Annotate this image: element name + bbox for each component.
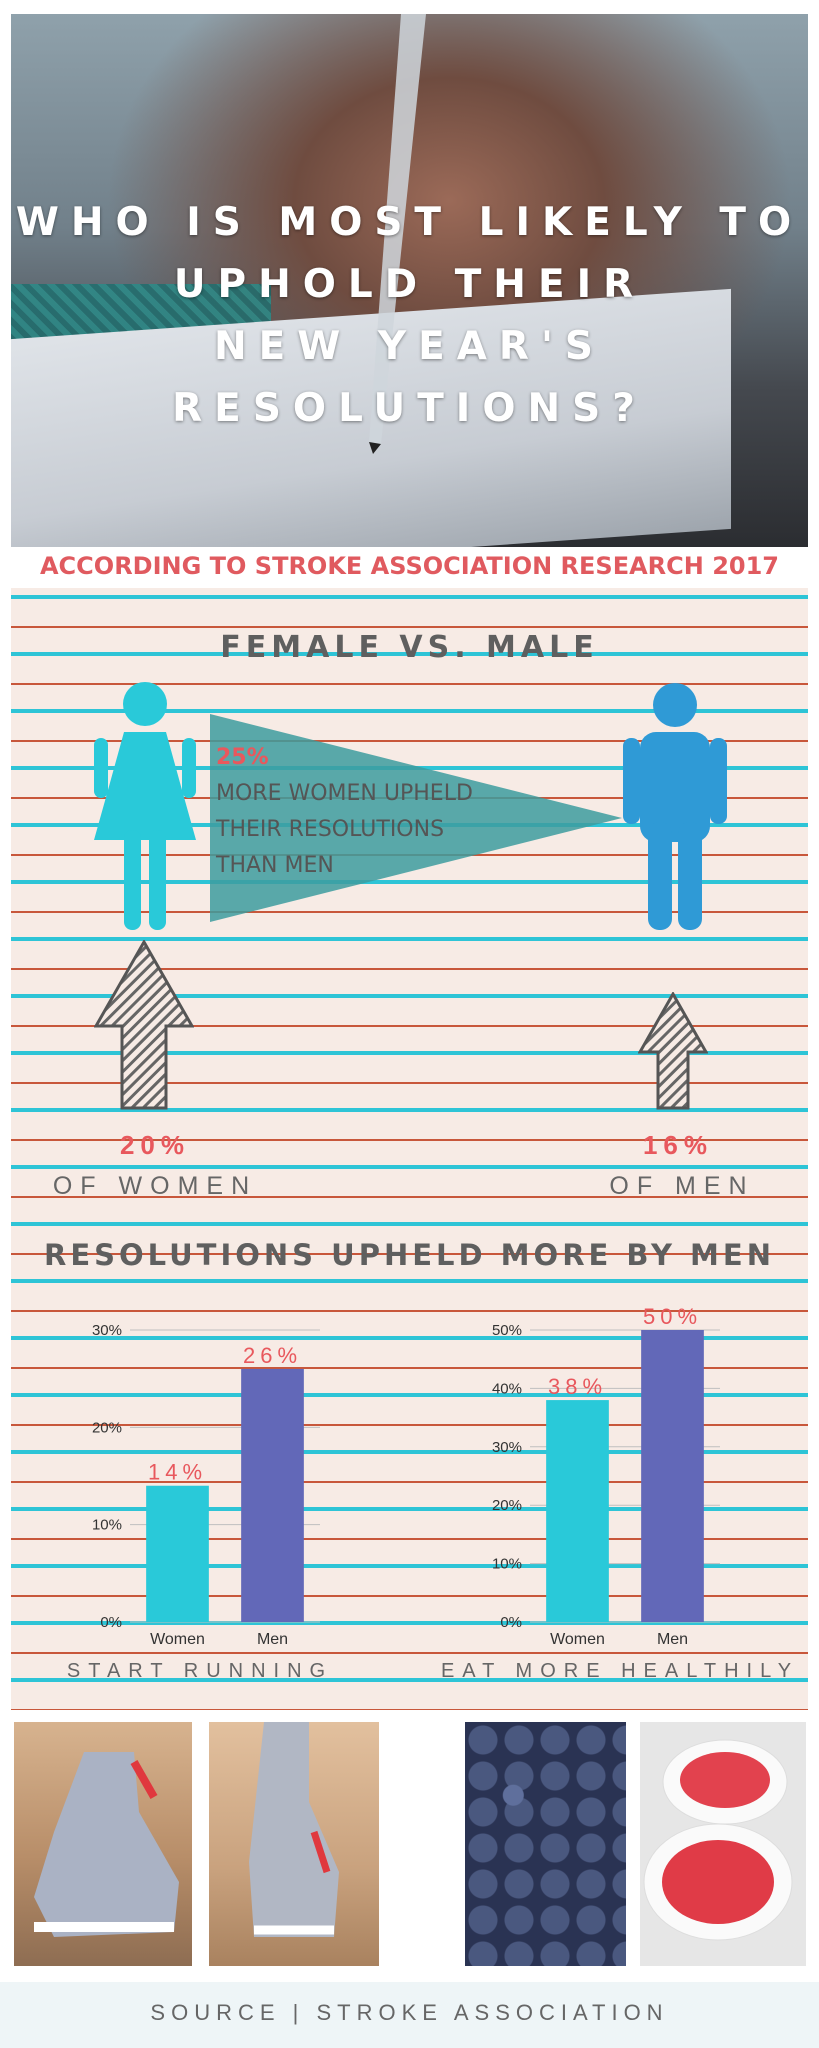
highlight-percent: 25% <box>216 745 269 770</box>
y-tick-label: 30% <box>492 1439 522 1456</box>
men-label: OF MEN <box>609 1172 755 1200</box>
source-label: SOURCE | STROKE ASSOCIATION <box>150 2000 669 2025</box>
highlight-text: 25% MORE WOMEN UPHELD THEIR RESOLUTIONS … <box>216 740 473 884</box>
hero-photo: WHO IS MOST LIKELY TO UPHOLD THEIR NEW Y… <box>11 14 808 547</box>
pen-illustration <box>369 14 426 454</box>
x-tick-label: Men <box>257 1631 288 1648</box>
sneaker-icon <box>34 1752 179 1937</box>
highlight-line-2: THEIR RESOLUTIONS <box>216 817 445 842</box>
y-tick-label: 30% <box>92 1322 122 1339</box>
research-subtitle: ACCORDING TO STROKE ASSOCIATION RESEARCH… <box>39 552 780 580</box>
x-tick-label: Women <box>550 1631 605 1648</box>
sneaker-photo-1 <box>14 1722 192 1966</box>
men-arrow-icon <box>638 992 708 1110</box>
bar-women <box>146 1485 209 1622</box>
data-label: 14% <box>148 1460 207 1485</box>
hero-title: WHO IS MOST LIKELY TO UPHOLD THEIR NEW Y… <box>11 192 808 440</box>
x-tick-label: Men <box>657 1631 688 1648</box>
y-tick-label: 20% <box>492 1497 522 1514</box>
blueberries-photo <box>465 1722 626 1966</box>
data-label: 26% <box>243 1343 302 1368</box>
watermelon-bowls-icon <box>643 1739 793 1941</box>
y-tick-label: 20% <box>92 1419 122 1436</box>
highlight-line-3: THAN MEN <box>216 853 334 878</box>
running-chart-title: START RUNNING <box>66 1660 334 1682</box>
hero-title-line-2: UPHOLD THEIR <box>173 262 646 307</box>
data-label: 38% <box>548 1374 607 1399</box>
footer: SOURCE | STROKE ASSOCIATION <box>0 1982 819 2048</box>
y-tick-label: 50% <box>492 1322 522 1339</box>
women-label: OF WOMEN <box>52 1172 258 1200</box>
x-tick-label: Women <box>150 1631 205 1648</box>
hero-title-line-1: WHO IS MOST LIKELY TO <box>15 200 804 245</box>
y-tick-label: 0% <box>500 1614 522 1631</box>
healthy-chart-title: EAT MORE HEALTHILY <box>440 1660 800 1682</box>
sneaker-icon-2 <box>249 1722 339 1937</box>
watermelon-photo <box>640 1722 806 1966</box>
data-label: 50% <box>643 1304 702 1329</box>
y-tick-label: 10% <box>92 1517 122 1534</box>
bar-women <box>546 1400 609 1622</box>
woman-icon <box>94 682 196 930</box>
highlight-line-1: MORE WOMEN UPHELD <box>216 781 473 806</box>
y-tick-label: 0% <box>100 1614 122 1631</box>
bar-men <box>641 1330 704 1622</box>
comparison-heading: FEMALE VS. MALE <box>220 630 599 665</box>
man-icon <box>623 683 727 930</box>
healthy-eating-chart: 0% 10% 20% 30% 40% 50% 38% Women 50% Men <box>492 1304 720 1648</box>
running-chart: 0% 10% 20% 30% 14% Women 26% Men <box>92 1322 320 1648</box>
y-tick-label: 40% <box>492 1380 522 1397</box>
women-percent: 20% <box>119 1130 191 1160</box>
women-arrow-icon <box>94 940 194 1110</box>
y-tick-label: 10% <box>492 1556 522 1573</box>
comparison-triangle <box>210 714 622 922</box>
bar-men <box>241 1368 304 1622</box>
hero-title-line-3: NEW YEAR'S RESOLUTIONS? <box>172 324 647 431</box>
sneaker-photo-2 <box>209 1722 379 1966</box>
men-percent: 16% <box>642 1130 714 1160</box>
section2-heading: RESOLUTIONS UPHELD MORE BY MEN <box>44 1238 775 1272</box>
